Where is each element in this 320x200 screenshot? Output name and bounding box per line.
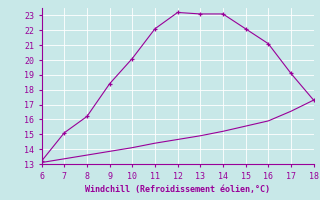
X-axis label: Windchill (Refroidissement éolien,°C): Windchill (Refroidissement éolien,°C) [85,185,270,194]
